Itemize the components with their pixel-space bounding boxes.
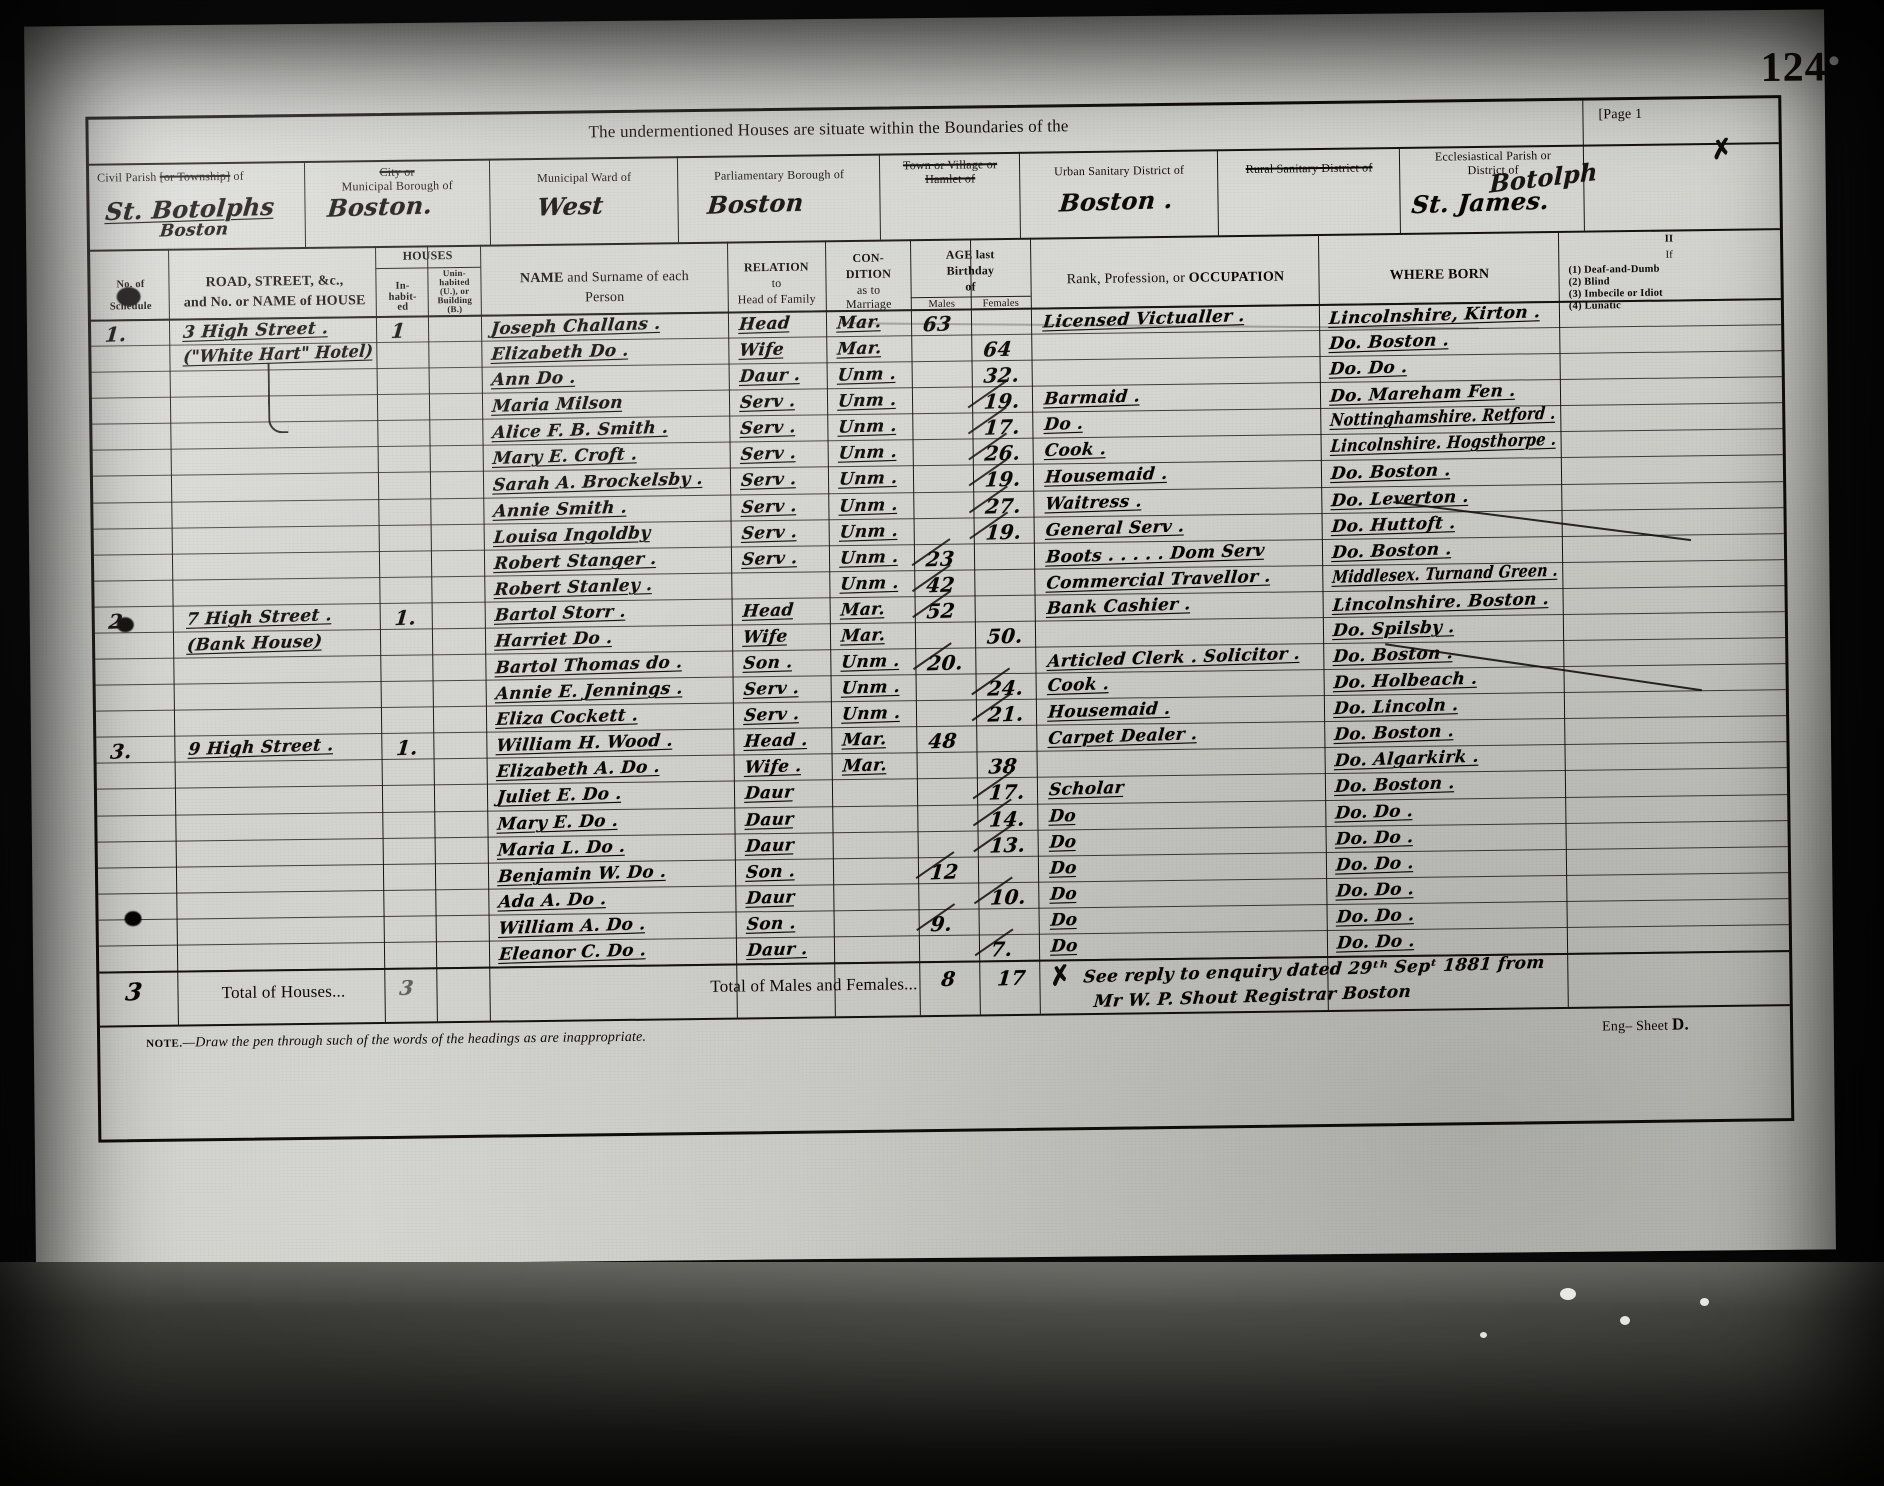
photo-bottom-gutter: [0, 1262, 1884, 1486]
